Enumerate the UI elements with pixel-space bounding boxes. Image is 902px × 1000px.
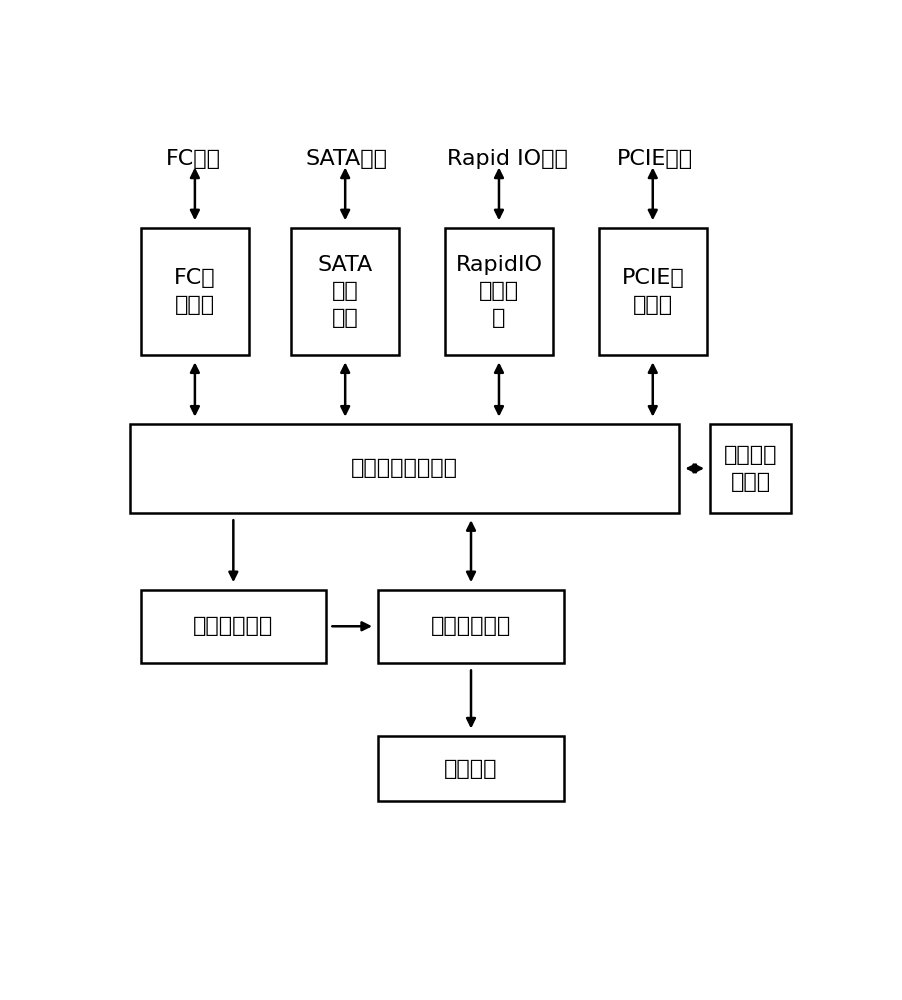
Bar <box>379 590 564 663</box>
Bar <box>130 424 679 513</box>
Bar <box>141 590 326 663</box>
Text: PCIE接
口模块: PCIE接 口模块 <box>621 268 684 315</box>
Text: RapidIO
接口模
块: RapidIO 接口模 块 <box>456 255 542 328</box>
Text: SATA
接口
模块: SATA 接口 模块 <box>318 255 373 328</box>
Text: FC接
口模块: FC接 口模块 <box>174 268 216 315</box>
Text: 多协议调
度模块: 多协议调 度模块 <box>724 445 778 492</box>
Bar <box>379 736 564 801</box>
Bar <box>599 228 707 355</box>
Bar <box>291 228 400 355</box>
Text: 存储颗粒: 存储颗粒 <box>445 759 498 779</box>
Text: 数据缓存模块: 数据缓存模块 <box>431 616 511 636</box>
Text: SATA接口: SATA接口 <box>306 149 388 169</box>
Bar <box>445 228 553 355</box>
Text: PCIE接口: PCIE接口 <box>616 149 693 169</box>
Text: 接口通信测试模块: 接口通信测试模块 <box>351 458 458 478</box>
Text: 存储主控模块: 存储主控模块 <box>193 616 273 636</box>
Text: FC接口: FC接口 <box>166 149 221 169</box>
Text: Rapid IO接口: Rapid IO接口 <box>447 149 568 169</box>
Bar <box>141 228 249 355</box>
Bar <box>711 424 791 513</box>
